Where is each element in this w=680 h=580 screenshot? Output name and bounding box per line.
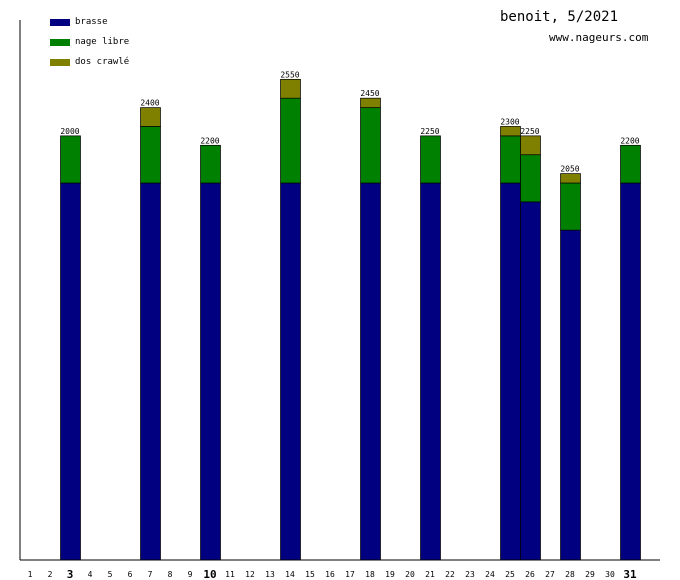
bar-day-28-dos-crawlé bbox=[560, 173, 581, 184]
x-tick-label-6: 6 bbox=[128, 570, 133, 579]
x-tick-label-1: 1 bbox=[28, 570, 33, 579]
x-tick-label-25: 25 bbox=[505, 570, 515, 579]
x-tick-label-24: 24 bbox=[485, 570, 495, 579]
bar-day-31-brasse bbox=[620, 182, 641, 561]
bar-day-10-brasse bbox=[200, 182, 221, 561]
legend-label-dos-crawle: dos crawlé bbox=[75, 57, 130, 67]
x-tick-label-19: 19 bbox=[385, 570, 395, 579]
x-tick-label-14: 14 bbox=[285, 570, 295, 579]
x-tick-label-4: 4 bbox=[88, 570, 93, 579]
legend-label-brasse: brasse bbox=[75, 17, 108, 27]
bar-day-26-dos-crawlé bbox=[520, 135, 541, 156]
x-tick-label-5: 5 bbox=[108, 570, 113, 579]
bar-day-25-brasse bbox=[500, 182, 521, 561]
total-label-day-14: 2550 bbox=[280, 70, 299, 79]
bar-day-28-nage-libre bbox=[560, 182, 581, 231]
x-tick-label-29: 29 bbox=[585, 570, 595, 579]
bar-day-14-dos-crawlé bbox=[280, 78, 301, 99]
bar-day-25-nage-libre bbox=[500, 135, 521, 184]
bar-day-26-brasse bbox=[520, 201, 541, 561]
x-tick-label-20: 20 bbox=[405, 570, 415, 579]
x-tick-label-26: 26 bbox=[525, 570, 535, 579]
bar-day-21-brasse bbox=[420, 182, 441, 561]
x-tick-label-2: 2 bbox=[48, 570, 53, 579]
x-tick-label-22: 22 bbox=[445, 570, 455, 579]
bar-day-10-nage-libre bbox=[200, 144, 221, 184]
bar-day-18-dos-crawlé bbox=[360, 97, 381, 108]
legend-swatch-nage-libre bbox=[50, 39, 70, 46]
bar-day-7-nage-libre bbox=[140, 126, 161, 184]
x-tick-label-16: 16 bbox=[325, 570, 335, 579]
total-label-day-7: 2400 bbox=[140, 99, 159, 108]
x-tick-label-3: 3 bbox=[67, 568, 74, 580]
x-tick-label-31: 31 bbox=[623, 568, 637, 580]
total-label-day-26: 2250 bbox=[520, 127, 539, 136]
total-label-day-10: 2200 bbox=[200, 136, 219, 145]
x-tick-label-23: 23 bbox=[465, 570, 475, 579]
bar-day-18-brasse bbox=[360, 182, 381, 561]
legend-label-nage-libre: nage libre bbox=[75, 37, 130, 47]
bar-day-25-dos-crawlé bbox=[500, 126, 521, 137]
legend-swatch-brasse bbox=[50, 19, 70, 26]
x-tick-label-18: 18 bbox=[365, 570, 375, 579]
legend-swatch-dos-crawle bbox=[50, 59, 70, 66]
bar-day-14-nage-libre bbox=[280, 97, 301, 184]
bar-day-18-nage-libre bbox=[360, 107, 381, 184]
total-label-day-31: 2200 bbox=[620, 136, 639, 145]
x-tick-label-30: 30 bbox=[605, 570, 615, 579]
x-tick-label-12: 12 bbox=[245, 570, 255, 579]
total-label-day-3: 2000 bbox=[60, 127, 79, 136]
bar-day-3-nage-libre bbox=[60, 135, 81, 184]
x-tick-label-8: 8 bbox=[168, 570, 173, 579]
total-label-day-25: 2300 bbox=[500, 117, 519, 126]
bar-day-14-brasse bbox=[280, 182, 301, 561]
chart-title: benoit, 5/2021 bbox=[500, 9, 619, 25]
x-tick-label-17: 17 bbox=[345, 570, 355, 579]
x-tick-label-10: 10 bbox=[203, 568, 216, 580]
bar-day-21-nage-libre bbox=[420, 135, 441, 184]
x-tick-labels: 1 2 3 4 5 6 7 8 9 10 11 12 13 14 15 16 17 18 19 20 21 22 23 24 2… bbox=[28, 568, 637, 580]
bar-day-26-nage-libre bbox=[520, 154, 541, 203]
total-label-day-18: 2450 bbox=[360, 89, 379, 98]
total-label-day-28: 2050 bbox=[560, 165, 579, 174]
chart-subtitle: www.nageurs.com bbox=[549, 31, 649, 44]
x-tick-label-28: 28 bbox=[565, 570, 575, 579]
x-tick-label-27: 27 bbox=[545, 570, 555, 579]
x-tick-label-7: 7 bbox=[148, 570, 153, 579]
bars-layer bbox=[60, 78, 641, 561]
x-tick-label-9: 9 bbox=[188, 570, 193, 579]
x-tick-label-13: 13 bbox=[265, 570, 275, 579]
x-tick-label-11: 11 bbox=[225, 570, 235, 579]
x-tick-label-15: 15 bbox=[305, 570, 315, 579]
bar-day-31-nage-libre bbox=[620, 144, 641, 184]
bar-day-28-brasse bbox=[560, 229, 581, 561]
bar-day-7-dos-crawlé bbox=[140, 107, 161, 127]
bar-day-3-brasse bbox=[60, 182, 81, 561]
total-label-day-21: 2250 bbox=[420, 127, 439, 136]
bar-day-7-brasse bbox=[140, 182, 161, 561]
x-tick-label-21: 21 bbox=[425, 570, 435, 579]
